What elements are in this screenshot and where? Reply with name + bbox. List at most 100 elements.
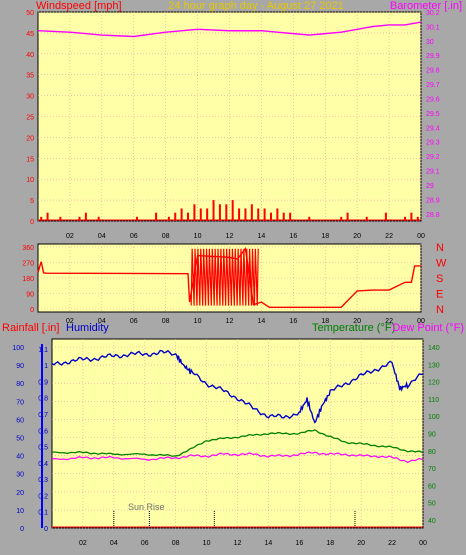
temperature-tick-label: 60 bbox=[428, 483, 436, 490]
direction-y-ticks: 0 90 180 270 360 bbox=[22, 245, 34, 314]
humidity-y-ticks: 0 10 20 30 40 50 60 70 80 90 100 bbox=[12, 345, 24, 533]
hour-tick-label: 14 bbox=[265, 540, 273, 547]
direction-panel-plot bbox=[37, 246, 421, 308]
windspeed-tick-label: 45 bbox=[26, 31, 34, 38]
hour-tick-label: 06 bbox=[141, 540, 149, 547]
barometer-tick-label: 29 bbox=[426, 183, 434, 190]
wind-bar bbox=[212, 200, 215, 221]
hour-tick-label: 16 bbox=[289, 318, 297, 325]
barometer-tick-label: 29.6 bbox=[426, 96, 440, 103]
wind-bar bbox=[244, 208, 247, 221]
humidity-tick-label: 20 bbox=[16, 490, 24, 497]
direction-tick-label: 90 bbox=[26, 292, 34, 299]
hour-tick-label: 12 bbox=[234, 540, 242, 547]
barometer-tick-label: 29.7 bbox=[426, 82, 440, 89]
wind-bar bbox=[410, 212, 413, 221]
bottom-panel-bg bbox=[51, 338, 424, 529]
humidity-tick-label: 80 bbox=[16, 381, 24, 388]
wind-bar bbox=[187, 212, 190, 221]
rain-tick-label: 0.1 bbox=[38, 510, 48, 517]
temperature-tick-label: 130 bbox=[428, 362, 440, 369]
top-x-ticks: 02 04 06 08 10 12 14 16 18 20 22 00 bbox=[66, 233, 425, 240]
hour-tick-label: 00 bbox=[419, 540, 427, 547]
temperature-tick-label: 50 bbox=[428, 501, 436, 508]
hour-tick-label: 06 bbox=[130, 233, 138, 240]
wind-direction-oscillation bbox=[190, 248, 259, 306]
barometer-tick-label: 30.2 bbox=[426, 10, 440, 17]
wind-bar bbox=[193, 204, 196, 221]
temperature-tick-label: 80 bbox=[428, 449, 436, 456]
hour-tick-label: 18 bbox=[321, 318, 329, 325]
barometer-tick-label: 30.1 bbox=[426, 24, 440, 31]
rain-tick-label: 0.9 bbox=[38, 379, 48, 386]
rain-tick-label: 1.1 bbox=[38, 347, 48, 354]
windspeed-tick-label: 15 bbox=[26, 156, 34, 163]
compass-label: N bbox=[436, 242, 444, 254]
wind-bar bbox=[46, 212, 49, 221]
wind-bar bbox=[340, 216, 343, 221]
top-left-ticks: 0 5 10 15 20 25 30 35 40 45 50 bbox=[26, 10, 34, 226]
dewpoint-line bbox=[51, 451, 424, 464]
wind-bar bbox=[365, 216, 368, 221]
wind-bar bbox=[174, 212, 177, 221]
windspeed-tick-label: 30 bbox=[26, 94, 34, 101]
humidity-tick-label: 100 bbox=[12, 345, 24, 352]
hour-tick-label: 14 bbox=[258, 318, 266, 325]
barometer-tick-label: 29.8 bbox=[426, 68, 440, 75]
hour-tick-label: 04 bbox=[98, 318, 106, 325]
barometer-tick-label: 29.1 bbox=[426, 169, 440, 176]
windspeed-tick-label: 10 bbox=[26, 177, 34, 184]
windspeed-tick-label: 25 bbox=[26, 115, 34, 122]
direction-tick-label: 360 bbox=[22, 245, 34, 252]
hour-tick-label: 10 bbox=[203, 540, 211, 547]
direction-tick-label: 0 bbox=[30, 307, 34, 314]
hour-tick-label: 12 bbox=[226, 233, 234, 240]
barometer-tick-label: 30 bbox=[426, 39, 434, 46]
rainfall-axis-label: Rainfall [.in] bbox=[2, 322, 59, 334]
hour-tick-label: 16 bbox=[289, 233, 297, 240]
hour-tick-label: 12 bbox=[226, 318, 234, 325]
temperature-tick-label: 40 bbox=[428, 518, 436, 525]
hour-tick-label: 02 bbox=[79, 540, 87, 547]
windspeed-tick-label: 5 bbox=[30, 198, 34, 205]
top-panel-plot bbox=[37, 21, 422, 221]
wind-bar bbox=[135, 216, 138, 221]
wind-bar bbox=[289, 212, 292, 221]
hour-tick-label: 10 bbox=[194, 318, 202, 325]
rain-tick-label: 0.8 bbox=[38, 396, 48, 403]
sunrise-label: Sun Rise bbox=[128, 502, 165, 512]
compass-label: W bbox=[436, 258, 447, 270]
rain-tick-label: 0.5 bbox=[38, 445, 48, 452]
wind-bar bbox=[97, 216, 100, 221]
direction-panel-grid bbox=[38, 244, 422, 312]
barometer-tick-label: 28.8 bbox=[426, 212, 440, 219]
wind-bar bbox=[404, 216, 407, 221]
temperature-tick-label: 120 bbox=[428, 380, 440, 387]
wind-direction-line bbox=[37, 246, 421, 308]
hour-tick-label: 22 bbox=[385, 233, 393, 240]
wind-bar bbox=[263, 208, 266, 221]
barometer-tick-label: 28.9 bbox=[426, 197, 440, 204]
hour-tick-label: 02 bbox=[66, 318, 74, 325]
windspeed-tick-label: 50 bbox=[26, 10, 34, 17]
hour-tick-label: 18 bbox=[326, 540, 334, 547]
barometer-line bbox=[37, 21, 422, 38]
bottom-x-ticks: 02 04 06 08 10 12 14 16 18 20 22 00 bbox=[79, 540, 427, 547]
hour-tick-label: 14 bbox=[258, 233, 266, 240]
temperature-line bbox=[51, 429, 424, 457]
humidity-tick-label: 50 bbox=[16, 436, 24, 443]
wind-bar bbox=[84, 212, 87, 221]
hour-tick-label: 10 bbox=[194, 233, 202, 240]
temperature-tick-label: 100 bbox=[428, 414, 440, 421]
hour-tick-label: 08 bbox=[162, 233, 170, 240]
hour-tick-label: 18 bbox=[321, 233, 329, 240]
compass-label: S bbox=[436, 273, 443, 285]
temperature-tick-label: 70 bbox=[428, 466, 436, 473]
wind-bar bbox=[257, 208, 260, 221]
rain-tick-label: 0.6 bbox=[38, 428, 48, 435]
bottom-panel-plot bbox=[51, 349, 424, 528]
windspeed-axis-label: Windspeed [mph] bbox=[36, 0, 122, 12]
wind-bar bbox=[416, 216, 419, 221]
